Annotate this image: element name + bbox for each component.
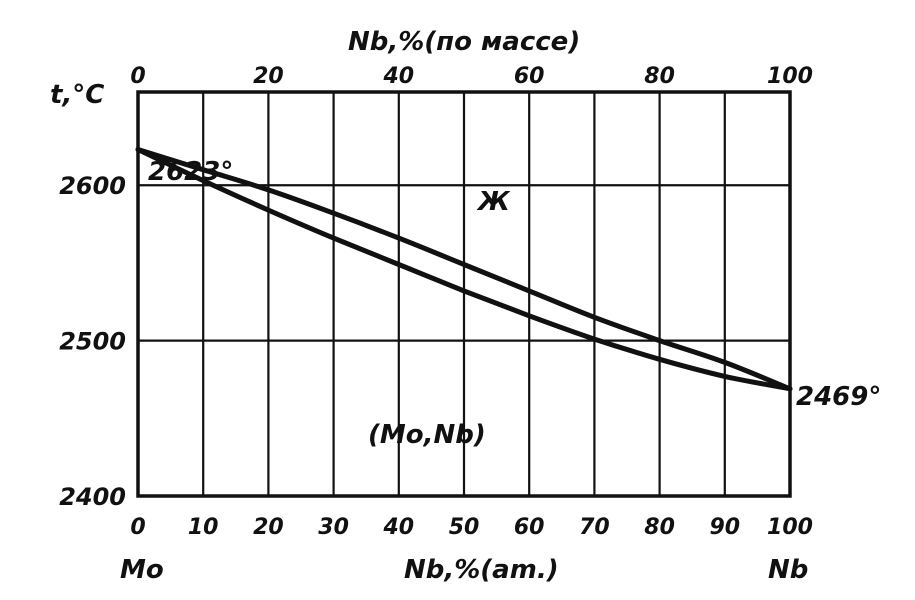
- solidus-curve: [135, 147, 793, 392]
- x-tick-label-bottom: 10: [188, 515, 219, 540]
- x-tick-label-top: 20: [253, 64, 284, 89]
- annotation-liquid: Ж: [476, 187, 511, 217]
- y-axis-label: t,°C: [50, 80, 104, 110]
- x-tick-label-top: 80: [644, 64, 675, 89]
- annotation-right-temp: 2469°: [796, 382, 881, 412]
- x-tick-label-top: 100: [767, 64, 813, 89]
- x-axis-bottom-label: Nb,%(am.): [404, 555, 559, 585]
- x-tick-label-bottom: 40: [382, 515, 414, 540]
- annotation-solid: (Mo,Nb): [368, 420, 486, 450]
- x-axis-top-label: Nb,%(по массе): [348, 27, 580, 57]
- x-tick-label-bottom: 30: [318, 515, 349, 540]
- curves: [135, 147, 793, 392]
- x-tick-label-bottom: 90: [709, 515, 740, 540]
- x-tick-label-top: 0: [130, 64, 145, 89]
- y-tick-label: 2400: [59, 483, 126, 511]
- y-tick-label: 2500: [59, 328, 126, 356]
- tick-labels: 0 10 20 30 40 50 60 70 80 90 100 0 20 40 60 80 100 2600 25…: [59, 64, 813, 540]
- plot-frame: [136, 90, 792, 498]
- annotation-left-temp: 2623°: [148, 157, 233, 187]
- grid: [138, 92, 790, 496]
- x-tick-label-top: 40: [382, 64, 414, 89]
- x-tick-label-bottom: 20: [253, 515, 284, 540]
- liquidus-curve: [135, 147, 793, 392]
- x-tick-label-bottom: 50: [449, 515, 480, 540]
- x-tick-label-bottom: 80: [644, 515, 675, 540]
- y-tick-label: 2600: [59, 172, 126, 200]
- x-tick-label-top: 60: [514, 64, 545, 89]
- x-end-left-label: Mo: [120, 555, 164, 585]
- x-end-right-label: Nb: [768, 555, 808, 585]
- x-tick-label-bottom: 100: [767, 515, 813, 540]
- x-tick-label-bottom: 0: [130, 515, 145, 540]
- x-tick-label-bottom: 60: [514, 515, 545, 540]
- x-tick-label-bottom: 70: [579, 515, 610, 540]
